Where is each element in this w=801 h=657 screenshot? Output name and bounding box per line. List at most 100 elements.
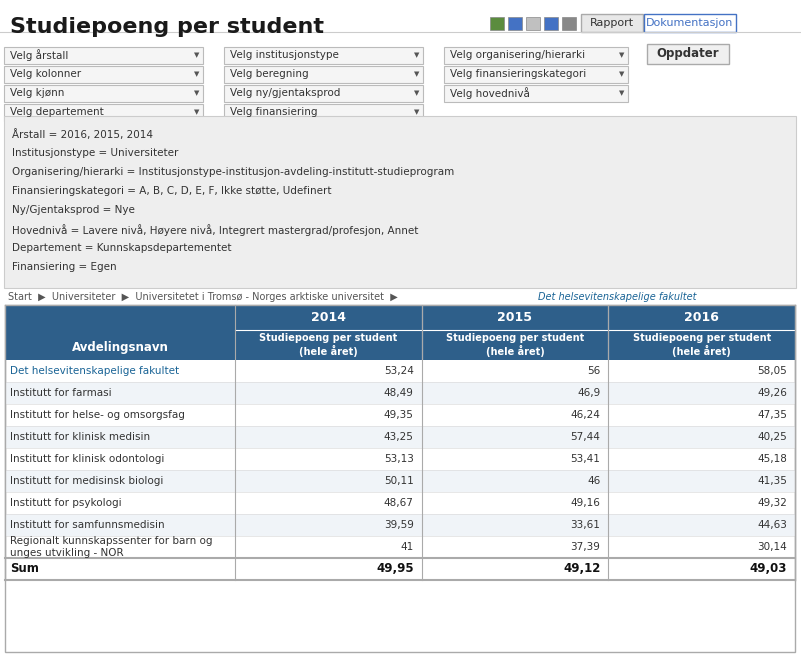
Text: ▼: ▼ [414,90,420,96]
FancyBboxPatch shape [508,17,522,30]
Text: ▼: ▼ [619,71,624,77]
Text: 44,63: 44,63 [757,520,787,530]
Text: Finansiering = Egen: Finansiering = Egen [12,262,117,272]
Text: ▼: ▼ [414,71,420,77]
FancyBboxPatch shape [224,66,423,83]
Text: Studiepoeng per student
(hele året): Studiepoeng per student (hele året) [446,333,584,357]
Text: 56: 56 [587,366,600,376]
Text: Hovednivå = Lavere nivå, Høyere nivå, Integrert mastergrad/profesjon, Annet: Hovednivå = Lavere nivå, Høyere nivå, In… [12,224,418,236]
Text: Institusjonstype = Universiteter: Institusjonstype = Universiteter [12,148,179,158]
Text: 30,14: 30,14 [757,542,787,552]
Text: Departement = Kunnskapsdepartementet: Departement = Kunnskapsdepartementet [12,243,231,253]
Text: ▼: ▼ [194,90,199,96]
Text: 49,95: 49,95 [376,562,413,576]
Text: 37,39: 37,39 [570,542,600,552]
FancyBboxPatch shape [444,66,628,83]
Text: Studiepoeng per student
(hele året): Studiepoeng per student (hele året) [633,333,771,357]
Text: Det helsevitenskapelige fakultet: Det helsevitenskapelige fakultet [10,366,179,376]
Text: Start  ▶  Universiteter  ▶  Universitetet i Tromsø - Norges arktiske universitet: Start ▶ Universiteter ▶ Universitetet i … [8,292,404,302]
Text: 46,24: 46,24 [570,410,600,420]
Text: Finansieringskategori = A, B, C, D, E, F, Ikke støtte, Udefinert: Finansieringskategori = A, B, C, D, E, F… [12,186,332,196]
Text: Velg årstall: Velg årstall [10,49,68,61]
Text: Velg kjønn: Velg kjønn [10,88,64,98]
Text: 53,13: 53,13 [384,454,413,464]
Text: 49,35: 49,35 [384,410,413,420]
Text: ▼: ▼ [194,52,199,58]
Text: 47,35: 47,35 [757,410,787,420]
Text: Velg organisering/hierarki: Velg organisering/hierarki [450,50,585,60]
FancyBboxPatch shape [5,305,795,652]
FancyBboxPatch shape [4,85,203,102]
Text: Velg beregning: Velg beregning [230,69,308,79]
Text: ▼: ▼ [414,109,420,115]
Text: Ny/Gjentaksprod = Nye: Ny/Gjentaksprod = Nye [12,205,135,215]
FancyBboxPatch shape [4,47,203,64]
Text: Velg ny/gjentaksprod: Velg ny/gjentaksprod [230,88,340,98]
FancyBboxPatch shape [5,305,235,360]
Text: Organisering/hierarki = Institusjonstype-institusjon-avdeling-institutt-studiepr: Organisering/hierarki = Institusjonstype… [12,167,454,177]
FancyBboxPatch shape [4,66,203,83]
Text: Det helsevitenskapelige fakultet: Det helsevitenskapelige fakultet [538,292,697,302]
FancyBboxPatch shape [490,17,504,30]
Text: Institutt for klinisk medisin: Institutt for klinisk medisin [10,432,150,442]
Text: Velg finansieringskategori: Velg finansieringskategori [450,69,586,79]
Text: 40,25: 40,25 [757,432,787,442]
Text: 53,41: 53,41 [570,454,600,464]
Text: Institutt for psykologi: Institutt for psykologi [10,498,122,508]
Text: Studiepoeng per student: Studiepoeng per student [10,17,324,37]
Text: 49,32: 49,32 [757,498,787,508]
Text: 50,11: 50,11 [384,476,413,486]
Text: ▼: ▼ [414,52,420,58]
Text: Institutt for helse- og omsorgsfag: Institutt for helse- og omsorgsfag [10,410,185,420]
Text: Institutt for farmasi: Institutt for farmasi [10,388,111,398]
Text: Institutt for samfunnsmedisin: Institutt for samfunnsmedisin [10,520,165,530]
Text: 41,35: 41,35 [757,476,787,486]
FancyBboxPatch shape [5,470,795,492]
FancyBboxPatch shape [5,426,795,448]
FancyBboxPatch shape [644,14,736,32]
Text: ▼: ▼ [194,109,199,115]
FancyBboxPatch shape [235,330,421,360]
FancyBboxPatch shape [562,17,576,30]
Text: 58,05: 58,05 [757,366,787,376]
Text: 49,03: 49,03 [750,562,787,576]
Text: Velg finansiering: Velg finansiering [230,107,317,117]
Text: 2014: 2014 [311,311,346,324]
FancyBboxPatch shape [5,382,795,404]
FancyBboxPatch shape [235,305,795,330]
Text: ▼: ▼ [619,52,624,58]
Text: Sum: Sum [10,562,39,576]
Text: 46: 46 [587,476,600,486]
Text: Dokumentasjon: Dokumentasjon [646,18,734,28]
Text: 57,44: 57,44 [570,432,600,442]
Text: Studiepoeng per student
(hele året): Studiepoeng per student (hele året) [260,333,397,357]
Text: Avdelingsnavn: Avdelingsnavn [71,340,168,353]
FancyBboxPatch shape [4,116,796,288]
FancyBboxPatch shape [421,330,608,360]
Text: 2015: 2015 [497,311,533,324]
Text: 49,16: 49,16 [570,498,600,508]
Text: Velg kolonner: Velg kolonner [10,69,81,79]
Text: Velg institusjonstype: Velg institusjonstype [230,50,339,60]
Text: Rapport: Rapport [590,18,634,28]
Text: 33,61: 33,61 [570,520,600,530]
FancyBboxPatch shape [526,17,540,30]
Text: 2016: 2016 [684,311,719,324]
Text: Institutt for klinisk odontologi: Institutt for klinisk odontologi [10,454,164,464]
Text: Oppdater: Oppdater [657,47,719,60]
Text: 48,49: 48,49 [384,388,413,398]
Text: 49,12: 49,12 [563,562,600,576]
Text: 41: 41 [400,542,413,552]
Text: ▼: ▼ [194,71,199,77]
FancyBboxPatch shape [224,85,423,102]
Text: ▼: ▼ [619,90,624,96]
FancyBboxPatch shape [444,85,628,102]
Text: 45,18: 45,18 [757,454,787,464]
FancyBboxPatch shape [444,47,628,64]
Text: Velg departement: Velg departement [10,107,104,117]
Text: Velg hovednivå: Velg hovednivå [450,87,530,99]
Text: 43,25: 43,25 [384,432,413,442]
FancyBboxPatch shape [544,17,558,30]
FancyBboxPatch shape [581,14,643,32]
Text: 39,59: 39,59 [384,520,413,530]
